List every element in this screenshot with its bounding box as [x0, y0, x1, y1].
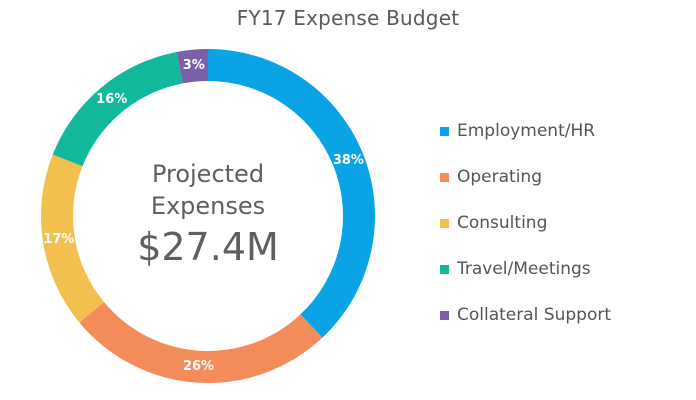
center-value: $27.4M	[137, 225, 279, 269]
legend-swatch	[440, 218, 449, 228]
legend-swatch	[440, 172, 449, 182]
legend-item-operating: Operating	[440, 154, 680, 200]
slice-label-consulting: 17%	[43, 232, 74, 247]
legend-item-employment-hr: Employment/HR	[440, 108, 680, 154]
legend-item-travel-meetings: Travel/Meetings	[440, 246, 680, 292]
center-summary: Projected Expenses $27.4M	[108, 158, 308, 270]
legend-item-consulting: Consulting	[440, 200, 680, 246]
slice-operating	[79, 302, 323, 383]
slice-travel-meetings	[52, 51, 183, 167]
slice-label-employment-hr: 38%	[333, 153, 364, 168]
slice-collateral-support	[176, 49, 208, 84]
slice-employment-hr	[208, 49, 376, 338]
legend-swatch	[440, 126, 449, 136]
slice-label-operating: 26%	[183, 359, 214, 374]
legend-label: Employment/HR	[457, 121, 596, 141]
legend-label: Collateral Support	[457, 305, 611, 325]
slice-consulting	[41, 154, 104, 323]
chart-legend: Employment/HR Operating Consulting Travel/M…	[440, 108, 680, 338]
legend-label: Travel/Meetings	[457, 259, 591, 279]
chart-title: FY17 Expense Budget	[236, 6, 460, 30]
legend-swatch	[440, 310, 449, 320]
slice-label-collateral-support: 3%	[183, 58, 205, 73]
legend-label: Operating	[457, 167, 542, 187]
legend-swatch	[440, 264, 449, 274]
legend-item-collateral-support: Collateral Support	[440, 292, 680, 338]
center-label: Projected Expenses	[150, 160, 266, 220]
legend-label: Consulting	[457, 213, 548, 233]
slice-label-travel-meetings: 16%	[96, 92, 127, 107]
